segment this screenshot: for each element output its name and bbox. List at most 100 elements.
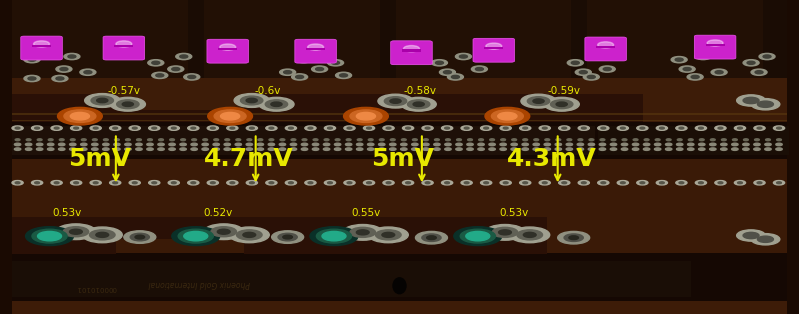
Circle shape xyxy=(743,148,749,150)
Circle shape xyxy=(523,139,527,141)
Circle shape xyxy=(290,148,296,150)
Circle shape xyxy=(415,231,447,244)
Circle shape xyxy=(147,148,153,150)
Circle shape xyxy=(582,127,586,129)
Circle shape xyxy=(93,139,97,141)
Circle shape xyxy=(15,182,20,184)
Circle shape xyxy=(368,227,408,243)
Circle shape xyxy=(656,126,667,130)
Circle shape xyxy=(434,143,440,146)
Circle shape xyxy=(599,148,606,150)
Circle shape xyxy=(34,41,50,47)
Circle shape xyxy=(511,143,518,146)
Circle shape xyxy=(82,227,122,243)
Circle shape xyxy=(773,181,785,185)
Circle shape xyxy=(737,182,742,184)
Circle shape xyxy=(214,139,219,141)
Circle shape xyxy=(591,53,607,60)
FancyBboxPatch shape xyxy=(103,36,145,60)
Circle shape xyxy=(12,181,23,185)
Circle shape xyxy=(422,126,433,130)
Circle shape xyxy=(423,143,429,146)
Circle shape xyxy=(519,126,531,130)
Circle shape xyxy=(699,55,707,58)
Circle shape xyxy=(265,100,288,109)
Circle shape xyxy=(533,148,539,150)
Circle shape xyxy=(227,126,238,130)
Circle shape xyxy=(578,126,590,130)
Bar xyxy=(12,0,787,88)
Circle shape xyxy=(683,68,691,71)
Circle shape xyxy=(439,69,455,75)
Circle shape xyxy=(435,61,443,64)
Text: 0.53v: 0.53v xyxy=(499,208,529,218)
Circle shape xyxy=(621,127,626,129)
Circle shape xyxy=(460,229,495,243)
Circle shape xyxy=(757,101,773,107)
Circle shape xyxy=(347,127,352,129)
Circle shape xyxy=(129,126,141,130)
Circle shape xyxy=(567,60,583,66)
Circle shape xyxy=(345,143,352,146)
Circle shape xyxy=(81,139,86,141)
Circle shape xyxy=(350,227,376,237)
Circle shape xyxy=(640,182,645,184)
Circle shape xyxy=(246,181,257,185)
Circle shape xyxy=(288,182,293,184)
Circle shape xyxy=(37,148,43,150)
Circle shape xyxy=(31,181,42,185)
Circle shape xyxy=(191,127,196,129)
Circle shape xyxy=(544,143,551,146)
Circle shape xyxy=(555,143,562,146)
Circle shape xyxy=(31,126,42,130)
Circle shape xyxy=(556,102,567,106)
Circle shape xyxy=(707,40,723,46)
Circle shape xyxy=(754,126,765,130)
Bar xyxy=(0,0,12,314)
Circle shape xyxy=(445,127,450,129)
Circle shape xyxy=(776,143,782,146)
Circle shape xyxy=(577,148,583,150)
Circle shape xyxy=(455,143,462,146)
Circle shape xyxy=(68,55,76,58)
Circle shape xyxy=(58,107,102,125)
Circle shape xyxy=(751,69,767,75)
Circle shape xyxy=(698,148,705,150)
Circle shape xyxy=(14,148,21,150)
Circle shape xyxy=(765,148,771,150)
Circle shape xyxy=(411,143,418,146)
Circle shape xyxy=(679,127,684,129)
Circle shape xyxy=(169,139,174,141)
FancyBboxPatch shape xyxy=(473,38,515,62)
Circle shape xyxy=(489,143,495,146)
Circle shape xyxy=(74,127,78,129)
Circle shape xyxy=(698,127,703,129)
Circle shape xyxy=(344,107,388,125)
Circle shape xyxy=(595,55,603,58)
Circle shape xyxy=(543,182,547,184)
Circle shape xyxy=(240,96,263,105)
Circle shape xyxy=(84,71,92,74)
Circle shape xyxy=(70,229,82,234)
Circle shape xyxy=(346,139,351,141)
Circle shape xyxy=(180,55,188,58)
Circle shape xyxy=(569,236,578,240)
Circle shape xyxy=(56,77,64,80)
Circle shape xyxy=(654,148,661,150)
Circle shape xyxy=(125,143,131,146)
Circle shape xyxy=(246,98,257,103)
Circle shape xyxy=(483,127,488,129)
Circle shape xyxy=(37,143,43,146)
Circle shape xyxy=(227,181,238,185)
Text: -0.59v: -0.59v xyxy=(547,86,580,96)
Circle shape xyxy=(732,148,738,150)
Bar xyxy=(12,120,787,121)
Bar xyxy=(402,49,421,52)
Circle shape xyxy=(266,126,277,130)
Circle shape xyxy=(308,182,313,184)
Circle shape xyxy=(34,182,39,184)
Circle shape xyxy=(230,127,235,129)
Circle shape xyxy=(180,143,186,146)
Circle shape xyxy=(632,143,638,146)
Circle shape xyxy=(224,143,230,146)
